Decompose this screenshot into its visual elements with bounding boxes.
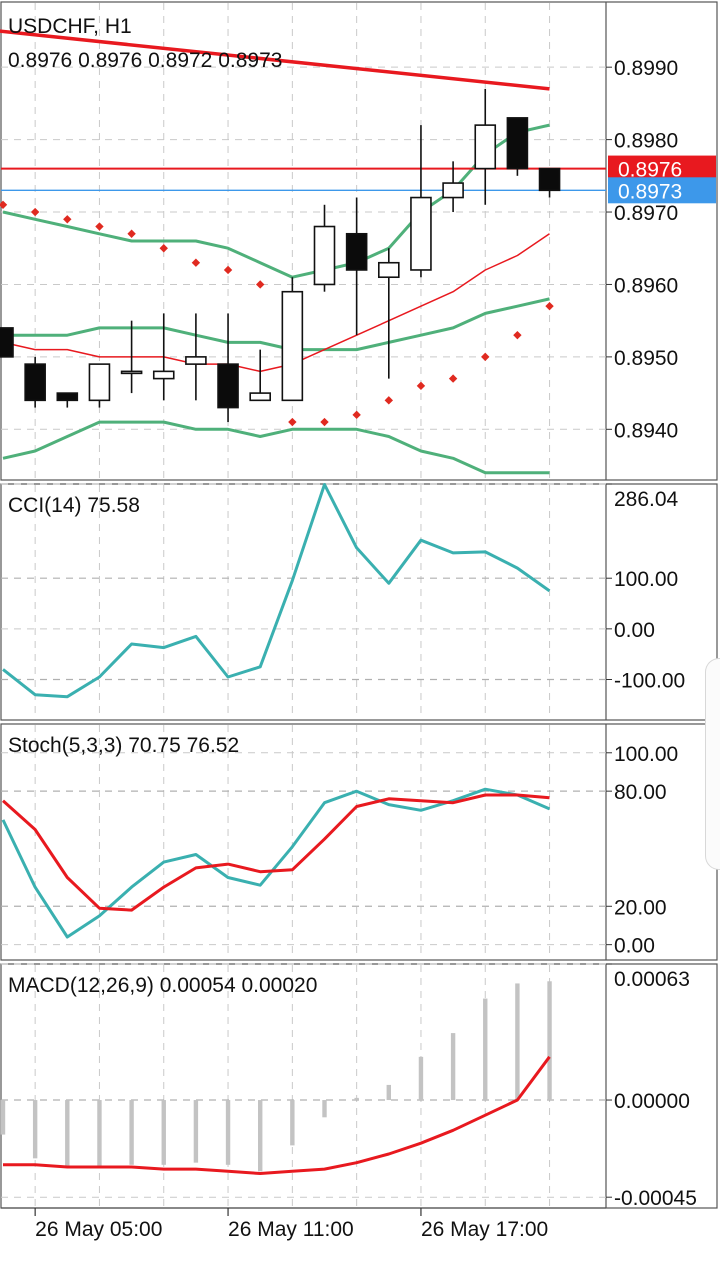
- panel-frame: [0, 963, 718, 1209]
- macd-signal-line: [3, 1055, 551, 1175]
- candle-bull: [281, 290, 304, 402]
- axis-tick-label: -0.00045: [614, 1187, 697, 1210]
- cci-line: [2, 483, 551, 699]
- indicator-line: [3, 297, 550, 352]
- sar-dot: [63, 215, 72, 224]
- sar-dot: [448, 374, 458, 383]
- candle-bull: [120, 370, 143, 375]
- stoch-main-line: [1, 787, 551, 939]
- price-tag: [608, 155, 716, 182]
- candle-bear: [56, 392, 79, 402]
- axis-tick-label: 0.00000: [614, 1090, 690, 1113]
- indicator-line: [2, 233, 550, 373]
- sar-dot: [481, 352, 490, 362]
- time-tick-label: 26 May 11:00: [228, 1218, 354, 1241]
- candle-bull: [88, 363, 111, 402]
- sar-dot: [191, 258, 201, 267]
- candle-bull: [377, 261, 400, 279]
- sar-dot: [95, 222, 104, 231]
- candle-bull: [442, 182, 464, 199]
- candle-bull: [152, 370, 175, 380]
- sar-dot: [127, 229, 136, 238]
- indicator-line: [2, 420, 550, 475]
- candle-bull: [410, 196, 432, 271]
- macd-histogram-bar: [258, 1100, 263, 1172]
- macd-label: MACD(12,26,9) 0.00054 0.00020: [8, 974, 317, 997]
- sar-dot: [0, 200, 8, 209]
- candle-bull: [249, 392, 271, 402]
- macd-histogram-bar: [450, 1033, 456, 1101]
- price-tick-label: 0.8960: [614, 274, 678, 297]
- sar-dot: [159, 244, 168, 253]
- axis-tick-label: 80.00: [614, 781, 667, 804]
- macd-histogram-bar: [225, 1100, 231, 1165]
- side-panel-handle[interactable]: [705, 658, 720, 870]
- sar-dot: [416, 381, 426, 391]
- symbol-label: USDCHF, H1: [8, 15, 132, 38]
- price-tick-label: 0.8940: [614, 419, 678, 442]
- ohlc-label: 0.8976 0.8976 0.8972 0.8973: [8, 49, 282, 72]
- macd-histogram-bar: [322, 1100, 327, 1118]
- candle-bull: [185, 356, 207, 365]
- price-tag-label: 0.8973: [618, 180, 682, 203]
- macd-histogram-bar: [65, 1100, 70, 1167]
- sar-dot: [256, 280, 265, 289]
- macd-histogram-bar: [547, 981, 552, 1101]
- axis-tick-label: 0.00: [614, 935, 655, 958]
- sar-dot: [30, 207, 40, 217]
- axis-tick-label: 20.00: [614, 896, 667, 919]
- axis-tick-label: 286.04: [614, 488, 679, 511]
- panel-frame: [0, 723, 718, 961]
- axis-tick-label: 100.00: [614, 568, 678, 591]
- sar-dot: [352, 410, 361, 420]
- time-tick-label: 26 May 17:00: [421, 1218, 548, 1241]
- axis-tick-label: 0.00063: [614, 968, 690, 991]
- price-tick-label: 0.8950: [614, 347, 678, 370]
- macd-histogram-bar: [483, 998, 488, 1101]
- macd-histogram-bar: [97, 1100, 102, 1167]
- panel-frame: [0, 483, 718, 721]
- axis-tick-label: 100.00: [614, 743, 678, 766]
- macd-histogram-bar: [418, 1056, 424, 1101]
- panel-frame: [0, 1, 718, 481]
- macd-histogram-bar: [193, 1100, 199, 1163]
- stoch-signal-line: [1, 793, 550, 912]
- price-tick-label: 0.8970: [614, 202, 678, 225]
- time-tick-label: 26 May 05:00: [35, 1218, 162, 1241]
- macd-histogram-bar: [386, 1084, 391, 1101]
- sar-dot: [513, 330, 522, 340]
- sar-dot: [545, 301, 554, 311]
- indicator-line: [0, 29, 550, 91]
- macd-histogram-bar: [161, 1100, 166, 1165]
- candle-bear: [506, 117, 529, 170]
- price-tick-label: 0.8980: [614, 130, 678, 153]
- candle-bull: [313, 225, 336, 286]
- price-tag-label: 0.8976: [618, 159, 682, 182]
- sar-dot: [384, 396, 393, 405]
- candle-bear: [538, 167, 561, 192]
- macd-histogram-bar: [32, 1100, 38, 1159]
- macd-histogram-bar: [0, 1100, 6, 1135]
- indicator-line: [2, 123, 550, 279]
- sar-dot: [223, 265, 233, 275]
- candle-bear: [217, 363, 239, 409]
- candle-bear: [345, 232, 368, 271]
- price-tick-label: 0.8990: [614, 57, 678, 80]
- macd-histogram-bar: [290, 1100, 295, 1146]
- macd-histogram-bar: [515, 983, 520, 1101]
- macd-histogram-bar: [129, 1100, 134, 1165]
- candle-bear: [0, 327, 14, 358]
- sar-dot: [288, 417, 297, 427]
- price-tag: [608, 177, 716, 204]
- macd-histogram-bar: [354, 1097, 359, 1101]
- stoch-label: Stoch(5,3,3) 70.75 76.52: [8, 734, 239, 757]
- candle-bull: [474, 124, 497, 170]
- sar-dot: [320, 417, 329, 427]
- axis-tick-label: -100.00: [614, 669, 685, 692]
- cci-label: CCI(14) 75.58: [8, 494, 140, 517]
- axis-tick-label: 0.00: [614, 619, 655, 642]
- candle-bear: [24, 363, 46, 402]
